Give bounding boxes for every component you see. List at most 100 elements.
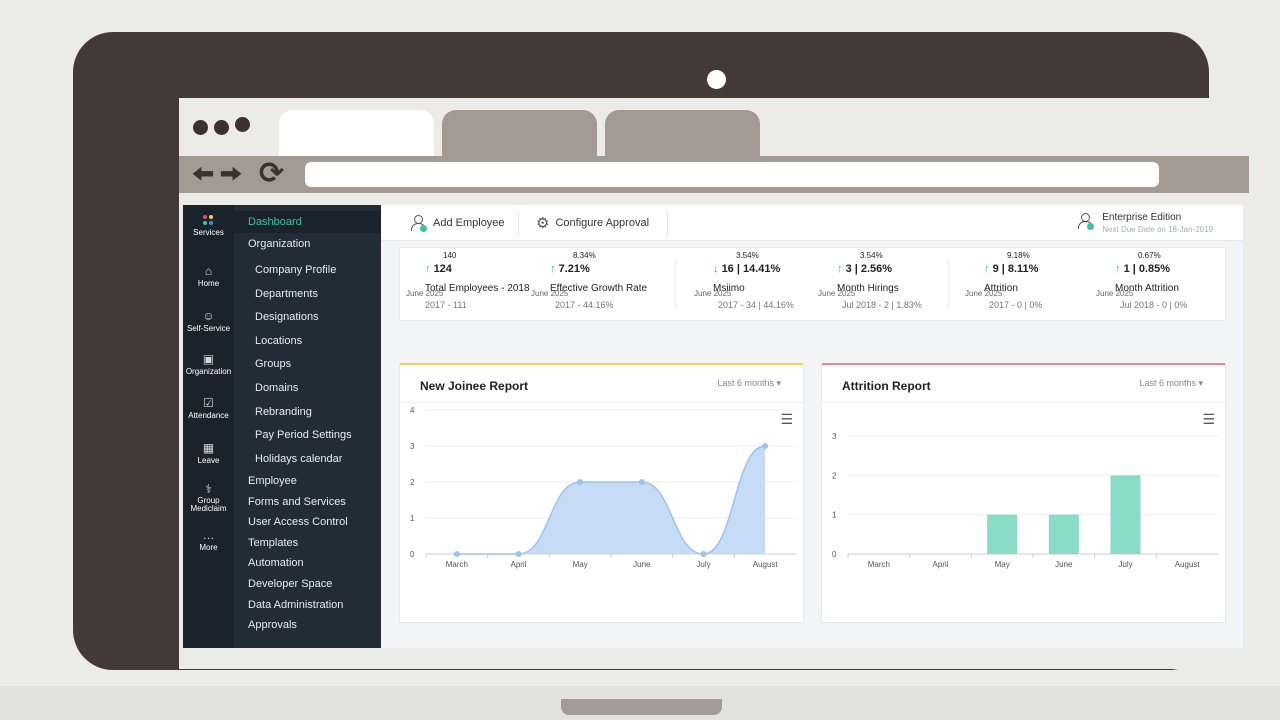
browser-tab[interactable] (442, 110, 597, 156)
menu-item-forms-and-services[interactable]: Forms and Services (248, 495, 346, 508)
x-tick-label: April (510, 560, 526, 569)
window-dot-icon[interactable] (214, 120, 229, 135)
hr-app: Services ⌂ Home ☺ Self-Service ▣ Organization ☑… (183, 205, 1243, 648)
hamburger-menu-icon[interactable]: ☰ (1202, 411, 1215, 427)
browser-tab[interactable] (605, 110, 760, 156)
rail-item-label: Services (193, 228, 224, 237)
browser-tab-active[interactable] (279, 110, 434, 156)
menu-item-employee[interactable]: Employee (248, 475, 297, 487)
x-tick-label: July (1118, 560, 1132, 569)
stat-tile[interactable]: 3.54% ↑ 3 | 2.56% Month Hirings June 2025 Ju… (818, 248, 958, 322)
bar[interactable] (1048, 514, 1079, 554)
url-bar[interactable] (305, 162, 1159, 187)
calendar-icon: ▦ (202, 441, 215, 455)
rail-item-group-mediclaim[interactable]: ⚕ Group Mediclaim (183, 481, 234, 513)
organization-icon: ▣ (202, 352, 215, 366)
rail-item-attendance[interactable]: ☑ Attendance (183, 395, 234, 420)
stat-label: Msiimo (713, 283, 745, 294)
window-dot-icon[interactable] (193, 120, 208, 135)
y-tick-label: 0 (832, 550, 837, 559)
y-tick-label: 0 (410, 550, 415, 559)
menu-item-departments[interactable]: Departments (255, 287, 318, 300)
data-point[interactable] (762, 443, 769, 449)
reload-icon[interactable]: ⟳ (259, 157, 285, 190)
data-point[interactable] (577, 479, 584, 485)
menu-item-data-administration[interactable]: Data Administration (248, 598, 344, 611)
stat-percent: 9.18% (1007, 251, 1030, 260)
rail-item-leave[interactable]: ▦ Leave (183, 440, 234, 465)
forward-arrow-icon[interactable]: 🠪 (220, 159, 243, 189)
hamburger-menu-icon[interactable]: ☰ (780, 411, 793, 427)
add-employee-button[interactable]: Add Employee (409, 214, 505, 232)
menu-item-rebranding[interactable]: Rebranding (255, 405, 312, 418)
menu-item-automation[interactable]: Automation (248, 557, 304, 570)
stat-label: Month Hirings (837, 283, 899, 294)
stat-value: ↓ 16 | 14.41% (713, 263, 781, 275)
menu-item-domains[interactable]: Domains (255, 382, 299, 394)
rail-item-home[interactable]: ⌂ Home (183, 263, 234, 288)
data-point[interactable] (453, 551, 460, 557)
action-bar: Add Employee ⚙ Configure Approval Enterp… (381, 205, 1243, 241)
rail-item-services[interactable]: Services (183, 213, 234, 237)
stat-previous: Jul 2018 - 0 | 0% (1120, 300, 1188, 310)
stats-strip: 140 ↑ 124 Total Employees - 2018 June 2025 2… (399, 247, 1226, 321)
menu-item-organization[interactable]: Organization (248, 238, 311, 250)
x-tick-label: August (1175, 560, 1201, 569)
stat-tile[interactable]: 3.54% ↓ 16 | 14.41% Msiimo June 2025 2017 - … (694, 248, 834, 322)
stat-date: June 2025 (1096, 289, 1134, 298)
bar[interactable] (1110, 475, 1141, 554)
arrow-up-icon: ↑ (837, 263, 846, 275)
menu-item-locations[interactable]: Locations (255, 334, 303, 347)
rail-item-self-service[interactable]: ☺ Self-Service (183, 308, 234, 333)
range-dropdown[interactable]: Last 6 months ▾ (1139, 378, 1203, 388)
stat-value: ↑ 1 | 0.85% (1115, 263, 1171, 275)
menu-item-company-profile[interactable]: Company Profile (255, 264, 337, 276)
rail-item-label: Group Mediclaim (190, 496, 227, 513)
menu-item-designations[interactable]: Designations (255, 311, 319, 324)
stat-date: June 2025 (531, 289, 569, 298)
y-tick-label: 1 (832, 511, 837, 520)
menu-item-templates[interactable]: Templates (248, 536, 299, 549)
configure-approval-button[interactable]: ⚙ Configure Approval (536, 215, 650, 232)
stat-label: Effective Growth Rate (550, 283, 648, 294)
stat-value: ↑ 9 | 8.11% (984, 263, 1039, 275)
x-tick-label: May (573, 560, 588, 569)
rail-item-organization[interactable]: ▣ Organization (183, 351, 234, 376)
stat-tile[interactable]: 140 ↑ 124 Total Employees - 2018 June 2025 2… (406, 248, 546, 322)
stat-tile[interactable]: 8.34% ↑ 7.21% Effective Growth Rate June 20… (531, 248, 671, 322)
menu-item-user-access-control[interactable]: User Access Control (248, 516, 348, 529)
window-dot-icon[interactable] (235, 117, 250, 132)
data-point[interactable] (638, 479, 645, 485)
arrow-up-icon: ↑ (984, 263, 993, 275)
x-tick-label: March (446, 560, 468, 569)
menu-item-groups[interactable]: Groups (255, 358, 292, 371)
calendar-check-icon: ☑ (203, 396, 214, 410)
menu-item-dashboard[interactable]: Dashboard (234, 211, 381, 233)
stat-tile[interactable]: 9.18% ↑ 9 | 8.11% Attrition June 2025 2017 -… (965, 248, 1105, 322)
data-point[interactable] (700, 551, 707, 557)
menu-item-developer-space[interactable]: Developer Space (248, 578, 333, 590)
stat-previous: 2017 - 0 | 0% (989, 300, 1043, 310)
stat-tile[interactable]: 0.67% ↑ 1 | 0.85% Month Attrition June 2025… (1096, 248, 1236, 322)
menu-item-pay-period-settings[interactable]: Pay Period Settings (255, 429, 352, 442)
back-arrow-icon[interactable]: 🠨 (192, 159, 215, 189)
y-tick-label: 4 (410, 406, 415, 415)
data-point[interactable] (515, 551, 522, 557)
range-dropdown[interactable]: Last 6 months ▾ (717, 378, 781, 388)
bar[interactable] (987, 514, 1018, 554)
x-tick-label: August (753, 560, 779, 569)
rail-item-more[interactable]: … More (183, 527, 234, 552)
x-tick-label: April (932, 560, 948, 569)
stat-date: June 2025 (406, 289, 444, 298)
x-tick-label: July (696, 560, 710, 569)
edition-info[interactable]: Enterprise Edition Next Due Date on 18-J… (1076, 212, 1213, 234)
service-rail: Services ⌂ Home ☺ Self-Service ▣ Organization ☑… (183, 205, 234, 648)
y-tick-label: 2 (832, 471, 837, 480)
user-icon: ☺ (202, 309, 215, 323)
menu-item-approvals[interactable]: Approvals (248, 619, 297, 632)
y-tick-label: 3 (832, 432, 837, 441)
stat-percent: 140 (443, 251, 457, 260)
y-tick-label: 2 (410, 478, 415, 487)
menu-item-holidays-calendar[interactable]: Holidays calendar (255, 452, 343, 465)
rail-item-label: Self-Service (186, 324, 231, 333)
